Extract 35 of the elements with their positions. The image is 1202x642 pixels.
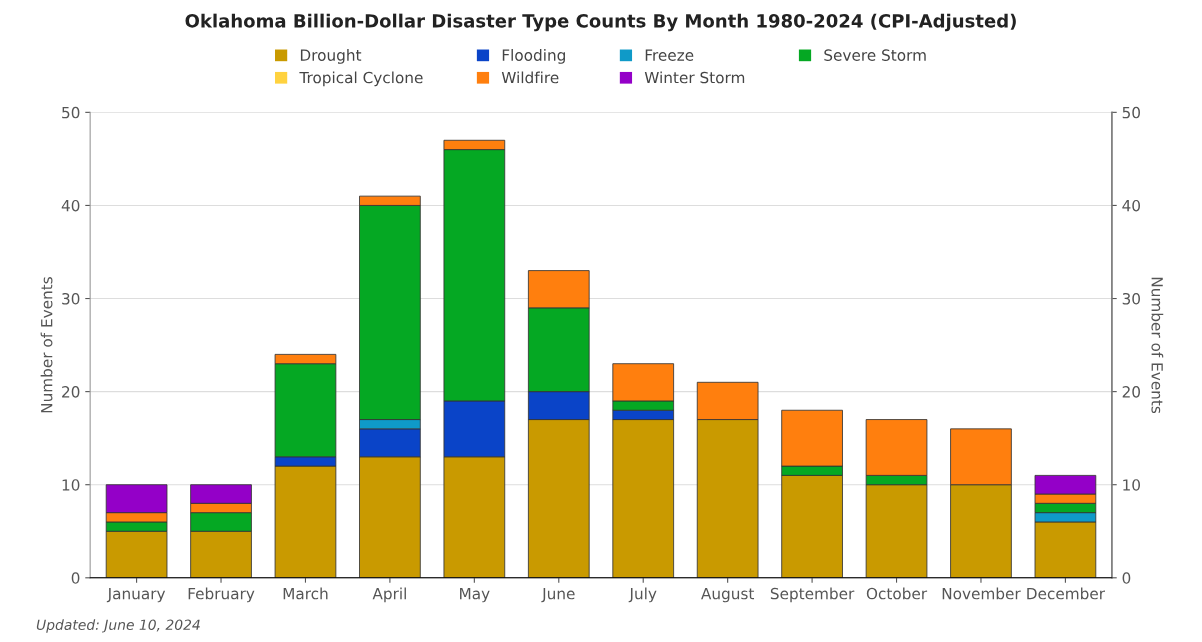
x-tick-label: May [460,587,490,603]
x-tick-label: September [770,587,855,603]
y-tick-label: 30 [62,293,80,305]
y2-axis-title: Number of Events [1151,277,1164,414]
x-tick-label: November [942,587,1021,600]
y-tick-label: 50 [62,106,80,119]
x-tick-label: March [283,587,328,600]
x-tick-label: August [701,587,755,603]
legend-label: Tropical Cyclone [299,71,423,87]
y-tick-label: 0 [71,572,80,584]
x-tick-label: April [372,587,406,603]
legend-label: Drought [300,49,362,64]
chart-title: Oklahoma Billion-Dollar Disaster Type Counts By Month 1980-2024 (CPI-Adjusted) [185,13,1016,32]
text: Updated: June 10, 2024 [36,619,200,633]
legend-label: Severe Storm [824,49,926,61]
y-tick-label: 40 [61,199,80,212]
legend-label: Winter Storm [644,71,745,84]
x-tick-label: January [106,587,166,603]
y2-tick-label: 20 [1122,386,1140,398]
x-tick-label: February [188,587,255,603]
x-tick-label: June [541,587,575,603]
y2-tick-label: 40 [1122,199,1140,212]
y2-tick-label: 30 [1122,293,1140,305]
x-tick-label: October [866,587,928,600]
legend-label: Flooding [502,49,565,64]
legend-label: Freeze [645,49,694,61]
y2-tick-label: 10 [1123,479,1140,491]
x-tick-label: July [628,587,657,603]
y-tick-label: 10 [62,479,80,491]
x-tick-label: December [1027,587,1106,600]
y2-tick-label: 50 [1122,106,1140,119]
y-axis-title: Number of Events [40,277,53,413]
y-tick-label: 20 [62,386,80,398]
y2-tick-label: 0 [1122,572,1131,584]
legend-label: Wildfire [501,71,559,84]
